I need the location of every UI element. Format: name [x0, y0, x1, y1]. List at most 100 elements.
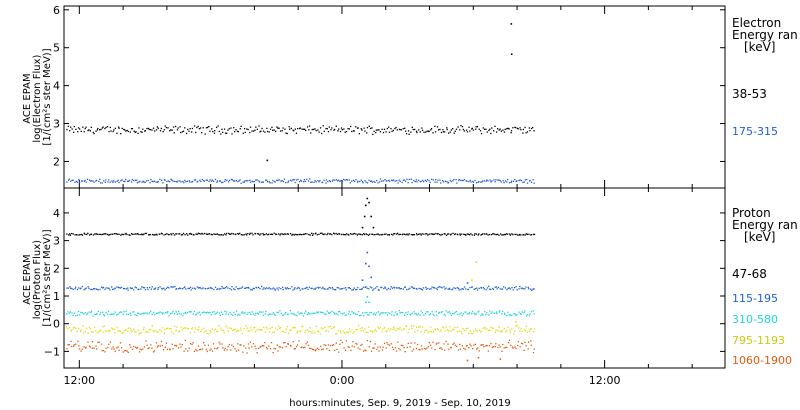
data-point: [286, 287, 288, 289]
data-point: [172, 333, 175, 335]
data-point: [81, 312, 83, 314]
data-point: [132, 179, 135, 182]
data-point: [174, 344, 176, 347]
data-point: [162, 349, 165, 351]
data-point: [310, 232, 313, 234]
data-point: [216, 331, 219, 333]
data-point: [489, 128, 491, 130]
data-point: [171, 312, 173, 314]
data-point: [287, 313, 289, 315]
data-point: [303, 179, 305, 181]
data-point: [135, 331, 137, 333]
data-point: [281, 180, 283, 182]
data-point: [338, 329, 340, 332]
data-point: [478, 128, 480, 130]
data-point: [486, 312, 488, 314]
data-point: [452, 328, 454, 331]
data-point: [457, 349, 460, 351]
data-point: [520, 287, 522, 289]
data-point: [509, 331, 511, 333]
data-point: [530, 181, 533, 183]
data-point: [254, 129, 256, 131]
data-point: [318, 181, 320, 183]
data-point: [397, 287, 399, 289]
data-point: [142, 286, 144, 289]
data-point-highlight: [514, 320, 517, 323]
data-point: [96, 332, 99, 334]
data-point: [271, 126, 273, 128]
x-tick-label: 12:00: [63, 374, 95, 387]
data-point: [364, 180, 366, 182]
data-point: [493, 130, 495, 132]
data-point: [326, 329, 328, 332]
data-point: [202, 327, 205, 329]
data-point: [380, 286, 382, 288]
data-point: [173, 180, 176, 183]
data-point: [289, 309, 291, 312]
data-point: [163, 287, 165, 289]
data-point: [184, 327, 186, 329]
data-point: [224, 287, 227, 289]
data-point: [355, 233, 357, 235]
data-point: [506, 315, 508, 317]
data-point: [356, 181, 359, 183]
data-point: [70, 330, 72, 332]
data-point: [148, 234, 150, 236]
data-point: [440, 347, 442, 349]
data-point: [100, 329, 102, 332]
data-point: [425, 286, 427, 288]
data-point: [186, 132, 188, 135]
data-point: [482, 314, 484, 316]
data-point: [161, 233, 163, 235]
data-point: [121, 332, 123, 334]
data-point: [513, 287, 516, 289]
data-point: [97, 310, 100, 312]
data-point: [154, 288, 156, 290]
data-point: [227, 287, 229, 289]
data-point: [502, 234, 504, 236]
data-point: [331, 327, 333, 330]
data-point: [180, 131, 182, 134]
data-point: [405, 130, 407, 132]
data-point: [191, 131, 193, 133]
data-point: [405, 312, 407, 314]
data-point: [268, 313, 271, 315]
data-point: [122, 288, 125, 290]
data-point: [86, 327, 88, 329]
data-point: [440, 182, 442, 184]
data-point: [298, 340, 300, 342]
data-point: [413, 311, 415, 313]
data-point: [355, 179, 357, 181]
data-point: [444, 233, 446, 235]
data-point: [444, 330, 446, 332]
data-point: [459, 330, 461, 332]
data-point: [399, 129, 401, 131]
data-point: [106, 233, 109, 236]
data-point: [454, 344, 457, 346]
data-point: [123, 287, 126, 290]
data-point: [249, 341, 252, 343]
data-point: [418, 233, 420, 235]
data-point: [434, 181, 436, 183]
data-point: [136, 314, 138, 316]
data-point: [182, 232, 185, 235]
data-point: [532, 288, 534, 290]
data-point-highlight: [466, 282, 469, 284]
data-point: [156, 346, 159, 348]
data-point-highlight: [510, 23, 513, 25]
data-point: [308, 125, 311, 127]
data-point: [492, 346, 495, 348]
data-point: [254, 233, 257, 235]
data-point: [238, 349, 240, 351]
data-point: [517, 128, 519, 130]
data-point: [384, 287, 387, 289]
data-point: [185, 312, 187, 314]
data-point: [340, 332, 342, 334]
data-point: [429, 288, 431, 290]
data-point: [240, 344, 242, 346]
data-point: [497, 329, 499, 332]
data-point: [403, 179, 405, 181]
data-point: [161, 344, 163, 347]
data-point: [431, 233, 433, 235]
data-point: [92, 131, 94, 134]
